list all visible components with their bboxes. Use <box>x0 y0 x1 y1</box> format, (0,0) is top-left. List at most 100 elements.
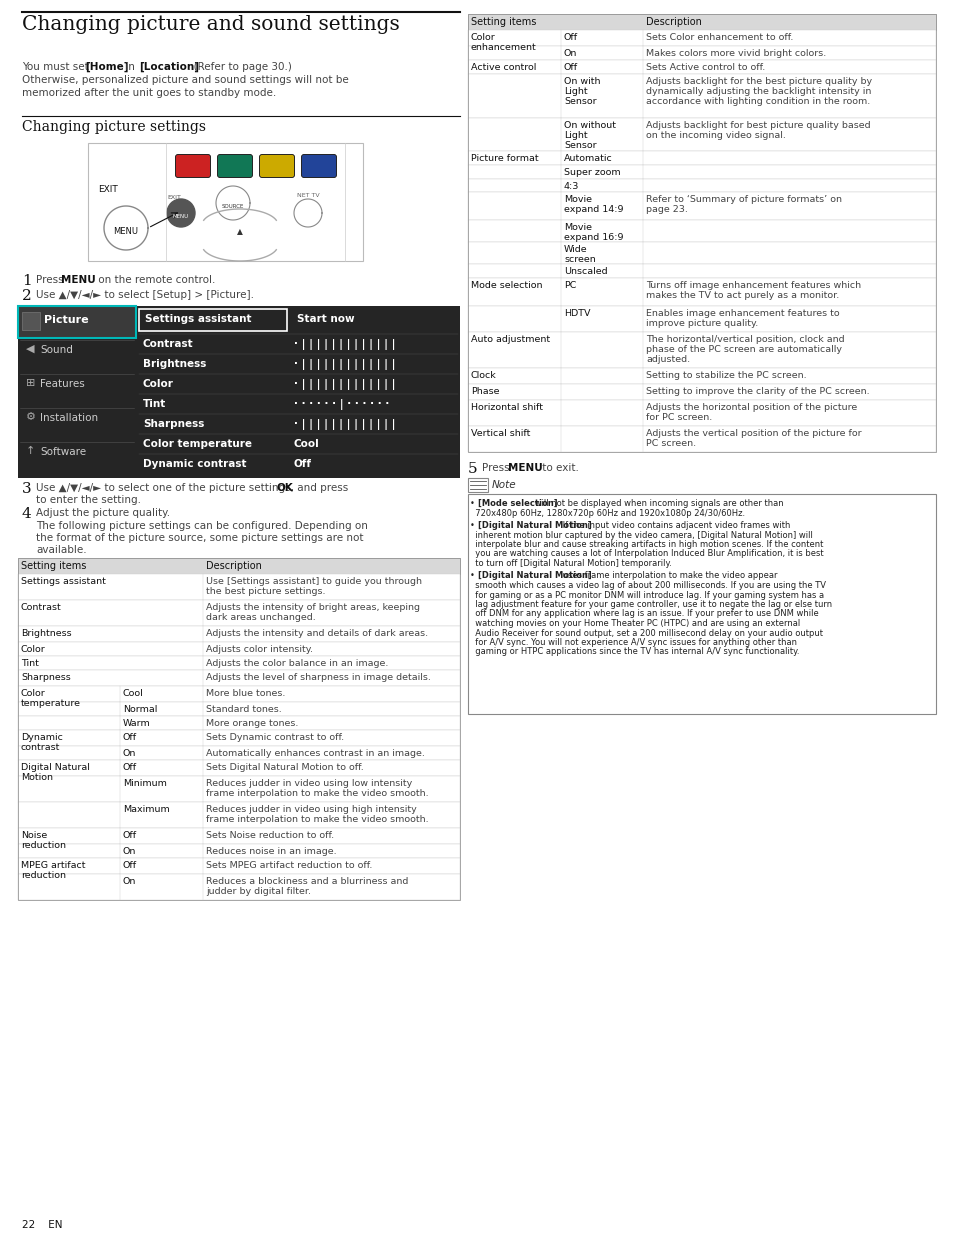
Bar <box>18 642 459 656</box>
Text: •: • <box>470 499 477 508</box>
Text: Setting items: Setting items <box>471 17 536 27</box>
Bar <box>18 802 459 827</box>
Text: •: • <box>470 521 477 530</box>
FancyBboxPatch shape <box>217 154 253 178</box>
Text: On without: On without <box>563 121 616 130</box>
Text: frame interpolation to make the video smooth.: frame interpolation to make the video sm… <box>206 815 428 824</box>
Text: adjusted.: adjusted. <box>645 354 689 364</box>
Text: 2: 2 <box>22 289 31 303</box>
Text: · | | | | | | | | | | | | |: · | | | | | | | | | | | | | <box>294 338 395 350</box>
Text: HDTV: HDTV <box>563 309 590 317</box>
Text: Adjusts color intensity.: Adjusts color intensity. <box>206 645 313 655</box>
Text: screen: screen <box>563 254 595 264</box>
Bar <box>18 685 459 701</box>
Text: Otherwise, personalized picture and sound settings will not be: Otherwise, personalized picture and soun… <box>22 75 349 85</box>
Text: Sets Noise reduction to off.: Sets Noise reduction to off. <box>206 831 334 840</box>
Text: Brightness: Brightness <box>143 359 206 369</box>
Bar <box>468 242 935 264</box>
Text: expand 14:9: expand 14:9 <box>563 205 623 214</box>
Text: Sensor: Sensor <box>563 98 596 106</box>
Text: Sets MPEG artifact reduction to off.: Sets MPEG artifact reduction to off. <box>206 861 372 869</box>
Bar <box>468 30 935 46</box>
Bar <box>18 827 459 844</box>
Text: Light: Light <box>563 86 587 96</box>
Text: SOURCE: SOURCE <box>222 205 244 210</box>
Text: Adjust the picture quality.: Adjust the picture quality. <box>36 508 170 517</box>
Text: 3: 3 <box>22 482 31 496</box>
Text: Reduces noise in an image.: Reduces noise in an image. <box>206 847 336 856</box>
Text: Sets Dynamic contrast to off.: Sets Dynamic contrast to off. <box>206 734 344 742</box>
Text: Software: Software <box>40 447 86 457</box>
Text: ⊞: ⊞ <box>26 378 35 388</box>
Text: will not be displayed when incoming signals are other than: will not be displayed when incoming sign… <box>532 499 783 508</box>
Text: On with: On with <box>563 77 599 86</box>
Text: 22    EN: 22 EN <box>22 1220 63 1230</box>
Text: Tint: Tint <box>21 659 39 668</box>
Text: Off: Off <box>123 763 137 772</box>
Text: Reduces judder in video using high intensity: Reduces judder in video using high inten… <box>206 805 416 814</box>
Text: . (Refer to page 30.): . (Refer to page 30.) <box>187 62 292 72</box>
Text: Dynamic: Dynamic <box>21 734 63 742</box>
Text: Adjusts the level of sharpness in image details.: Adjusts the level of sharpness in image … <box>206 673 431 682</box>
Bar <box>18 600 459 626</box>
Bar <box>468 306 935 332</box>
Bar <box>468 165 935 179</box>
Bar <box>18 306 459 478</box>
Text: Adjusts the intensity of bright areas, keeping: Adjusts the intensity of bright areas, k… <box>206 603 419 613</box>
Bar <box>468 14 935 452</box>
Text: Tint: Tint <box>143 399 166 409</box>
Text: Features: Features <box>40 379 85 389</box>
Text: Noise: Noise <box>21 831 48 840</box>
Text: Movie: Movie <box>563 195 592 204</box>
Text: [Mode selection]: [Mode selection] <box>477 499 558 508</box>
Text: inherent motion blur captured by the video camera, [Digital Natural Motion] will: inherent motion blur captured by the vid… <box>470 531 812 540</box>
Text: temperature: temperature <box>21 699 81 708</box>
Text: Changing picture settings: Changing picture settings <box>22 120 206 135</box>
Text: Minimum: Minimum <box>123 779 167 788</box>
Text: Settings assistant: Settings assistant <box>145 314 252 324</box>
Text: Normal: Normal <box>123 705 157 714</box>
Text: Unscaled: Unscaled <box>563 267 607 275</box>
Bar <box>468 368 935 384</box>
Bar <box>468 191 935 220</box>
Text: Cool: Cool <box>294 438 319 450</box>
Text: NET TV: NET TV <box>296 193 319 198</box>
Text: Standard tones.: Standard tones. <box>206 705 281 714</box>
Text: Cool: Cool <box>123 689 144 698</box>
Text: MENU: MENU <box>61 275 95 285</box>
Bar <box>468 179 935 191</box>
Text: Start now: Start now <box>296 314 355 324</box>
Text: Vertical shift: Vertical shift <box>471 429 530 438</box>
Bar <box>18 858 459 874</box>
Text: On: On <box>123 877 136 885</box>
Bar <box>468 61 935 74</box>
Text: to enter the setting.: to enter the setting. <box>36 495 141 505</box>
Bar <box>139 309 287 331</box>
Text: Wide: Wide <box>563 245 587 254</box>
Bar <box>18 574 459 600</box>
Text: Reduces a blockiness and a blurriness and: Reduces a blockiness and a blurriness an… <box>206 877 408 885</box>
Text: · | | | | | | | | | | | | |: · | | | | | | | | | | | | | <box>294 379 395 390</box>
Text: Description: Description <box>645 17 701 27</box>
Text: accordance with lighting condition in the room.: accordance with lighting condition in th… <box>645 98 869 106</box>
Text: Super zoom: Super zoom <box>563 168 620 177</box>
Text: Turns off image enhancement features which: Turns off image enhancement features whi… <box>645 282 861 290</box>
Text: Audio Receiver for sound output, set a 200 millisecond delay on your audio outpu: Audio Receiver for sound output, set a 2… <box>470 629 822 637</box>
Text: gaming or HTPC applications since the TV has internal A/V sync functionality.: gaming or HTPC applications since the TV… <box>470 647 799 657</box>
Text: OK: OK <box>276 483 294 493</box>
Bar <box>18 558 459 900</box>
Bar <box>18 746 459 760</box>
Text: •: • <box>470 572 477 580</box>
Text: On: On <box>123 847 136 856</box>
Text: Active control: Active control <box>471 63 536 72</box>
Bar <box>18 776 459 802</box>
Text: Light: Light <box>563 131 587 140</box>
Bar <box>468 151 935 165</box>
Text: Description: Description <box>206 561 262 571</box>
Text: enhancement: enhancement <box>471 43 537 52</box>
Text: to exit.: to exit. <box>538 463 578 473</box>
Text: contrast: contrast <box>21 743 60 752</box>
Text: Changing picture and sound settings: Changing picture and sound settings <box>22 15 399 35</box>
Text: Auto adjustment: Auto adjustment <box>471 335 550 345</box>
Text: for gaming or as a PC monitor DNM will introduce lag. If your gaming system has : for gaming or as a PC monitor DNM will i… <box>470 590 823 599</box>
